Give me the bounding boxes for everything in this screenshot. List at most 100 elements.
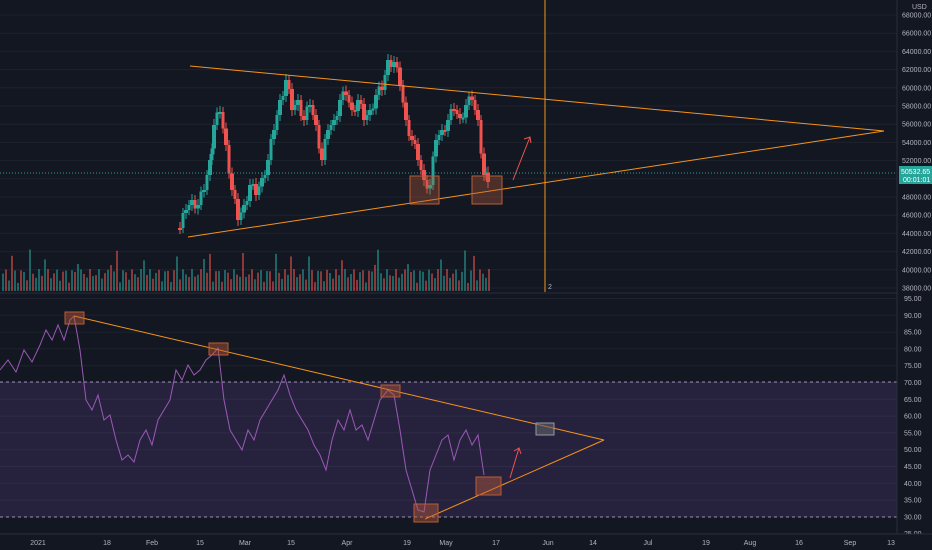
- candle-body: [353, 110, 357, 112]
- volume-bar: [215, 271, 217, 291]
- volume-bar: [305, 279, 307, 291]
- volume-bar: [242, 253, 244, 291]
- volume-bar: [23, 271, 25, 291]
- candle-body: [269, 139, 273, 160]
- rsi-lower-trendline[interactable]: [424, 439, 605, 520]
- candle-body: [401, 85, 405, 103]
- price-highlight-box-1[interactable]: [409, 175, 440, 205]
- candle-body: [317, 125, 321, 149]
- price-tick-label: 54000.00: [902, 140, 931, 147]
- price-highlight-box-2[interactable]: [471, 175, 503, 205]
- rsi-tick-label: 35.00: [904, 498, 922, 505]
- candle-body: [275, 115, 279, 130]
- candle-body: [199, 191, 203, 205]
- time-label: Aug: [744, 540, 757, 547]
- volume-bar: [230, 279, 232, 291]
- candle-body: [196, 205, 200, 209]
- volume-bar: [416, 282, 418, 291]
- volume-bar: [323, 281, 325, 291]
- candle-body: [440, 130, 444, 135]
- candlestick-series: [178, 54, 490, 234]
- time-label: 13: [887, 540, 895, 547]
- volume-bar: [317, 270, 319, 291]
- rsi-box-5[interactable]: [475, 476, 502, 496]
- volume-bar: [257, 272, 259, 291]
- volume-bar: [296, 277, 298, 291]
- rsi-tick-label: 90.00: [904, 313, 922, 320]
- candle-body: [377, 86, 381, 95]
- volume-bar: [368, 270, 370, 291]
- candle-body: [458, 114, 462, 118]
- candle-body: [314, 115, 318, 125]
- volume-bar: [176, 256, 178, 291]
- rsi-box-6[interactable]: [535, 422, 555, 436]
- rsi-box-3[interactable]: [380, 384, 401, 398]
- volume-bar: [74, 272, 76, 291]
- time-label: 15: [196, 540, 204, 547]
- candle-body: [455, 110, 459, 114]
- price-tick-label: 68000.00: [902, 13, 931, 20]
- volume-bar: [245, 276, 247, 291]
- candle-body: [205, 175, 209, 190]
- candle-body: [359, 100, 363, 104]
- volume-bar: [464, 250, 466, 291]
- candle-body: [452, 109, 456, 111]
- volume-bar: [410, 272, 412, 291]
- upper-trendline[interactable]: [189, 65, 885, 132]
- price-arrow[interactable]: [512, 136, 532, 181]
- time-label: Jun: [542, 540, 553, 547]
- rsi-arrow[interactable]: [509, 447, 522, 479]
- volume-bar: [122, 270, 124, 291]
- volume-bar: [11, 255, 13, 291]
- candle-body: [266, 160, 270, 175]
- volume-bar: [251, 269, 253, 291]
- volume-bar: [338, 275, 340, 291]
- time-axis-panel[interactable]: [0, 534, 932, 550]
- candle-body: [181, 213, 185, 228]
- volume-bar: [362, 270, 364, 291]
- price-tick-label: 44000.00: [902, 231, 931, 238]
- candle-body: [365, 115, 369, 120]
- lower-trendline[interactable]: [187, 130, 885, 238]
- volume-bar: [68, 282, 70, 291]
- candle-body: [227, 145, 231, 174]
- volume-bar: [20, 270, 22, 291]
- rsi-upper-trendline[interactable]: [73, 315, 605, 441]
- volume-bar: [365, 282, 367, 291]
- candle-body: [193, 200, 197, 209]
- time-label: 17: [492, 540, 500, 547]
- volume-bar: [371, 271, 373, 291]
- volume-bar: [188, 276, 190, 291]
- volume-bar: [446, 269, 448, 291]
- volume-bar: [107, 269, 109, 291]
- cursor-label: 2: [548, 284, 552, 291]
- volume-bar: [149, 269, 151, 291]
- volume-bar: [452, 273, 454, 291]
- rsi-box-4[interactable]: [413, 503, 439, 523]
- volume-bar: [272, 281, 274, 291]
- price-axis-panel[interactable]: [897, 0, 932, 550]
- candle-body: [210, 148, 214, 160]
- volume-bar: [182, 269, 184, 291]
- volume-bar: [428, 269, 430, 291]
- volume-bar: [389, 275, 391, 291]
- volume-bar: [359, 272, 361, 291]
- rsi-tick-label: 60.00: [904, 414, 922, 421]
- volume-bar: [254, 279, 256, 291]
- time-label: 15: [287, 540, 295, 547]
- candle-body: [287, 80, 291, 89]
- rsi-tick-label: 85.00: [904, 330, 922, 337]
- volume-bar: [236, 274, 238, 291]
- volume-bar: [191, 269, 193, 291]
- rsi-box-2[interactable]: [208, 342, 229, 356]
- volume-bar: [281, 278, 283, 291]
- volume-bar: [50, 278, 52, 291]
- rsi-box-1[interactable]: [64, 311, 85, 325]
- price-tick-label: 60000.00: [902, 85, 931, 92]
- volume-bar: [449, 277, 451, 291]
- volume-bar: [299, 274, 301, 291]
- volume-bar: [164, 271, 166, 291]
- volume-bar: [341, 260, 343, 291]
- candle-body: [464, 105, 468, 118]
